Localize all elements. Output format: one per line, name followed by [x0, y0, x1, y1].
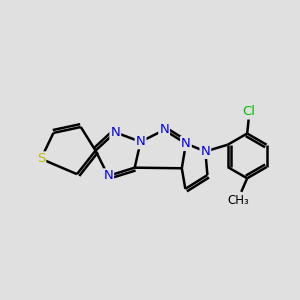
Text: N: N [159, 124, 169, 136]
Text: N: N [103, 169, 113, 182]
Text: Cl: Cl [242, 105, 255, 118]
Text: N: N [110, 126, 120, 139]
Text: S: S [37, 152, 45, 165]
Text: CH₃: CH₃ [227, 194, 249, 207]
Text: N: N [181, 137, 191, 150]
Text: N: N [200, 145, 210, 158]
Text: N: N [136, 135, 146, 148]
